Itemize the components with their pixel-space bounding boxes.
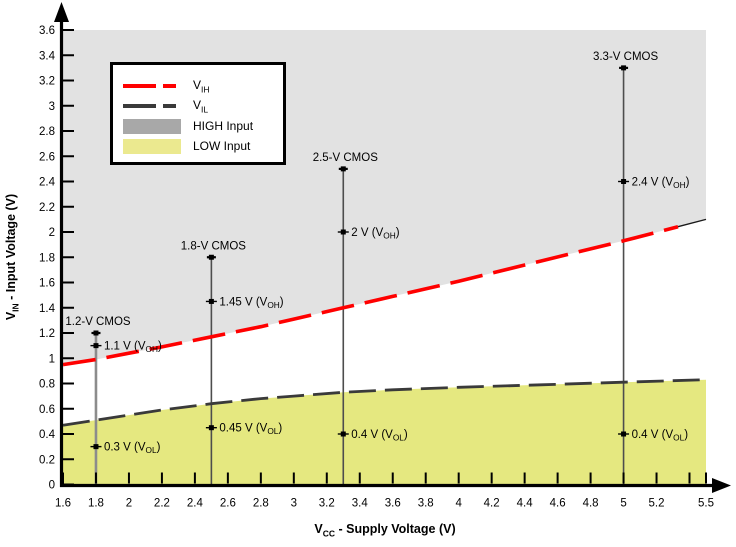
device-top-marker-1 (208, 254, 214, 260)
device-top-marker-2 (340, 166, 346, 172)
y-tick-label-7: 1.4 (39, 303, 56, 315)
x-axis-arrow (712, 478, 731, 493)
x-tick-label-17: 5 (620, 498, 626, 510)
marker-square-1-0 (208, 298, 214, 304)
y-tick-label-0: 0 (49, 480, 55, 492)
device-top-marker-0 (93, 330, 99, 336)
high-input-swatch (123, 118, 181, 134)
y-tick-label-8: 1.6 (39, 278, 55, 290)
marker-square-0-1 (93, 444, 99, 450)
legend-item-high-input: HIGH Input (123, 116, 283, 136)
x-tick-label-13: 4.2 (484, 498, 500, 510)
x-tick-label-15: 4.6 (550, 498, 566, 510)
device-label-0: 1.2-V CMOS (65, 316, 131, 328)
device-label-3: 3.3-V CMOS (593, 51, 659, 63)
legend-item-vil: VIL (123, 96, 283, 116)
legend-label-low-input: LOW Input (193, 139, 251, 153)
y-tick-label-1: 0.2 (39, 454, 55, 466)
vil-curve (62, 378, 707, 427)
marker-square-2-1 (340, 431, 346, 437)
x-tick-label-3: 2.2 (154, 498, 170, 510)
vih-end-segment (677, 218, 707, 228)
legend-label-vil: VIL (193, 97, 209, 114)
x-tick-label-20: 5.5 (698, 498, 714, 510)
marker-square-0-0 (93, 343, 99, 349)
marker-square-1-1 (208, 425, 214, 431)
x-tick-label-0: 1.6 (55, 498, 71, 510)
marker-label-0-1: 0.3 V (VOL) (104, 442, 161, 456)
marker-label-3-0: 2.4 V (VOH) (632, 177, 690, 191)
x-tick-label-14: 4.4 (517, 498, 534, 510)
y-tick-label-4: 0.8 (39, 379, 55, 391)
marker-label-0-0: 1.1 V (VOH) (104, 341, 162, 355)
marker-label-2-1: 0.4 V (VOL) (351, 429, 408, 443)
x-tick-label-9: 3.4 (352, 498, 369, 510)
x-tick-label-2: 2 (126, 498, 132, 510)
x-tick-label-1: 1.8 (88, 498, 104, 510)
y-tick-label-17: 3.4 (39, 50, 56, 62)
y-tick-label-6: 1.2 (39, 328, 55, 340)
y-tick-label-9: 1.8 (39, 252, 55, 264)
legend-label-vih: VIH (193, 77, 210, 94)
y-tick-label-16: 3.2 (39, 76, 55, 88)
y-tick-label-15: 3 (49, 101, 55, 113)
marker-square-3-1 (621, 431, 627, 437)
x-tick-label-18: 5.2 (649, 498, 665, 510)
legend-label-high-input: HIGH Input (193, 119, 254, 133)
marker-label-3-1: 0.4 V (VOL) (632, 429, 689, 443)
y-axis-arrow (54, 2, 69, 22)
y-tick-label-13: 2.6 (39, 151, 55, 163)
low-input-swatch (123, 138, 181, 154)
vih-dash-short (163, 84, 176, 88)
x-tick-label-6: 2.8 (253, 498, 269, 510)
low-input-region (63, 379, 706, 485)
legend-item-low-input: LOW Input (123, 136, 283, 156)
y-tick-label-5: 1 (49, 353, 55, 365)
marker-label-2-0: 2 V (VOH) (351, 227, 399, 241)
y-tick-label-3: 0.6 (39, 404, 55, 416)
vil-dash-short (163, 104, 176, 108)
x-tick-label-10: 3.6 (385, 498, 401, 510)
vil-dash-long (123, 104, 156, 108)
y-tick-label-10: 2 (49, 227, 55, 239)
device-label-2: 2.5-V CMOS (313, 152, 379, 164)
legend-item-vih: VIH (123, 76, 283, 96)
marker-square-3-0 (621, 179, 627, 184)
x-axis-title: VCC - Supply Voltage (V) (314, 522, 456, 539)
legend: VIH VIL HIGH Input LOW Input (110, 62, 286, 165)
marker-square-2-0 (340, 229, 346, 235)
device-top-marker-3 (621, 65, 627, 71)
x-tick-label-12: 4 (455, 498, 462, 510)
x-tick-label-4: 2.4 (187, 498, 204, 510)
vih-line-sample (123, 84, 181, 88)
marker-label-1-1: 0.45 V (VOL) (219, 423, 282, 437)
y-tick-label-18: 3.6 (39, 25, 55, 37)
x-tick-label-11: 3.8 (418, 498, 434, 510)
y-tick-label-12: 2.4 (39, 177, 56, 189)
vih-curve (62, 224, 679, 367)
y-tick-label-11: 2.2 (39, 202, 55, 214)
x-tick-label-5: 2.6 (220, 498, 236, 510)
x-tick-label-7: 3 (291, 498, 297, 510)
y-axis-title: VIN - Input Voltage (V) (4, 193, 21, 321)
y-tick-label-14: 2.8 (39, 126, 55, 138)
marker-label-1-0: 1.45 V (VOH) (219, 296, 283, 310)
y-tick-label-2: 0.4 (39, 429, 56, 441)
device-label-1: 1.8-V CMOS (181, 240, 247, 252)
x-tick-label-16: 4.8 (583, 498, 599, 510)
vih-dash-long (123, 84, 156, 88)
vil-line-sample (123, 104, 181, 108)
x-tick-label-8: 3.2 (319, 498, 335, 510)
